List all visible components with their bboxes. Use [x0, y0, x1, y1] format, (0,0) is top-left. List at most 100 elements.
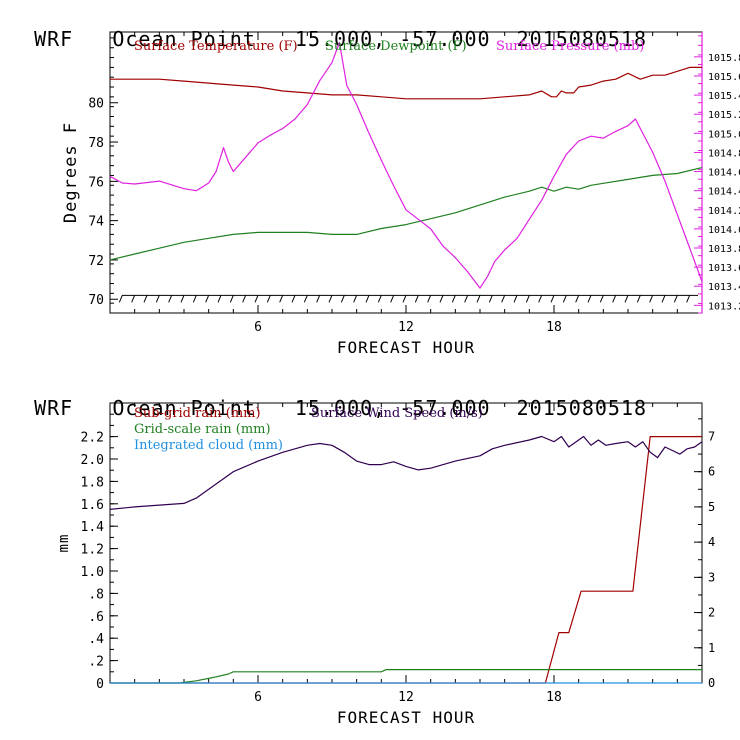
chart1-y2-tick-label: 1014.2 [708, 206, 740, 217]
chart1-wind-barb [464, 295, 469, 303]
chart1-wind-barb [402, 295, 407, 303]
chart1-legend-1: Surface Dewpoint (F) [325, 39, 467, 54]
chart2-y-tick-label: 1.4 [81, 520, 105, 535]
chart1-y-axis-title: Degrees F [61, 122, 81, 223]
chart2-title-coords: 15.000, -57.000 [294, 396, 491, 420]
chart2-y-tick-label: 2.0 [81, 453, 104, 468]
chart2-x-tick-label: 18 [546, 690, 562, 705]
chart2-title: WRF Ocean Point 15.000, -57.000 20150805… [8, 372, 647, 420]
chart1-y2-tick-label: 1015.0 [708, 129, 740, 140]
chart1-x-axis-title: FORECAST HOUR [337, 338, 475, 357]
chart2-series-0-line [110, 435, 702, 684]
chart1-wind-barb [118, 295, 123, 303]
chart1-wind-barb [562, 295, 567, 303]
chart1-wind-barb [513, 295, 518, 303]
chart1-title: WRF Ocean Point 15.000, -57.000 20150805… [8, 3, 647, 51]
chart1-wind-barb [661, 295, 666, 303]
chart2-y-tick-label: .8 [88, 587, 104, 602]
chart1-wind-barb [377, 295, 382, 303]
chart1-y-tick-label: 78 [88, 136, 104, 151]
chart1-y-tick-label: 74 [88, 215, 104, 230]
chart1-wind-barb [451, 295, 456, 303]
chart2-title-location: Ocean Point [112, 396, 256, 420]
chart1-wind-barb [353, 295, 358, 303]
chart1-legend-0: Surface Temperature (F) [134, 39, 298, 54]
chart1-wind-barb [476, 295, 481, 303]
chart1-y2-tick-label: 1014.6 [708, 168, 740, 179]
chart2-title-init: 2015080518 [516, 396, 648, 420]
chart1-y2-tick-label: 1015.6 [708, 72, 740, 83]
chart1-wind-barb [180, 295, 185, 303]
chart2-title-model: WRF [34, 396, 74, 420]
chart1-wind-barb [155, 295, 160, 303]
chart2-y-tick-label: 2.2 [81, 431, 104, 446]
chart2-y-tick-label: .6 [88, 610, 104, 625]
chart1-wind-barb [686, 295, 691, 303]
chart1-y-tick-label: 70 [88, 293, 104, 308]
chart1-x-tick-label: 6 [254, 320, 262, 335]
chart2-y-tick-label: 1.0 [81, 565, 104, 580]
chart2-legend-1: Grid-scale rain (mm) [134, 422, 271, 437]
chart1-svg: 6 12 18 FORECAST HOUR 70 72 74 76 78 80 Degrees F 1… [61, 31, 740, 357]
chart2-y2-tick-label: 0 [708, 676, 715, 690]
chart1-wind-barb [599, 295, 604, 303]
chart1-legend-2: Surface Pressure (mb) [496, 39, 644, 54]
chart2-y-tick-label: .2 [88, 655, 104, 670]
chart1-wind-barb [587, 295, 592, 303]
chart1-wind-barb [575, 295, 580, 303]
chart2-series-1-line [110, 669, 702, 684]
chart2-x-axis-title: FORECAST HOUR [337, 708, 475, 727]
chart2-y2-tick-label: 4 [708, 535, 715, 549]
chart1-wind-barb [316, 295, 321, 303]
chart2-y2-tick-label: 7 [708, 429, 715, 443]
chart2-y-tick-label: 1.8 [81, 475, 104, 490]
chart2-y2-tick-label: 6 [708, 465, 715, 479]
chart1-y2-tick-label: 1015.2 [708, 110, 740, 121]
chart1-wind-barb [168, 295, 173, 303]
chart2-y-tick-label: .4 [88, 632, 104, 647]
chart1-wind-barb [501, 295, 506, 303]
chart2-x-tick-label: 12 [398, 690, 414, 705]
chart1-wind-barb [131, 295, 136, 303]
chart2-x-tick-label: 6 [254, 690, 262, 705]
chart2-y-tick-label: 1.2 [81, 543, 104, 558]
chart1-series-1-line [109, 167, 703, 261]
chart1-wind-barb [365, 295, 370, 303]
chart1-y2-tick-label: 1013.8 [708, 244, 740, 255]
chart1-y2-tick-label: 1013.2 [708, 301, 740, 312]
chart1-wind-barb [279, 295, 284, 303]
chart1-wind-barb [612, 295, 617, 303]
chart2-y2-tick-label: 2 [708, 606, 715, 620]
chart1-wind-barb [550, 295, 555, 303]
chart1-wind-barb [414, 295, 419, 303]
chart1-wind-barb [673, 295, 678, 303]
chart1-wind-barb [143, 295, 148, 303]
chart2-y2-tick-label: 5 [708, 500, 715, 514]
chart1-wind-barb [390, 295, 395, 303]
chart2-legend-3: Surface Wind Speed (m/s) [311, 406, 483, 421]
chart1-title-location: Ocean Point [112, 27, 256, 51]
chart1-y2-tick-label: 1013.4 [708, 282, 740, 293]
chart1-wind-barb [205, 295, 210, 303]
chart1-x-tick-label: 18 [546, 320, 562, 335]
chart1-wind-barb [328, 295, 333, 303]
chart1-wind-barb [254, 295, 259, 303]
chart2-y-axis-title: mm [56, 534, 72, 553]
chart1-wind-barb [242, 295, 247, 303]
chart1-y2-tick-label: 1014.4 [708, 187, 740, 198]
chart1-y2-tick-label: 1014.0 [708, 225, 740, 236]
chart1-wind-barb [624, 295, 629, 303]
chart2-y2-tick-label: 1 [708, 641, 715, 655]
chart1-wind-barb [217, 295, 222, 303]
chart1-series-2-line [109, 41, 703, 289]
chart1-wind-barb [229, 295, 234, 303]
chart1-series-0-line [110, 66, 702, 100]
chart1-y2-tick-label: 1015.8 [708, 53, 740, 64]
chart1-wind-barb [636, 295, 641, 303]
chart1-wind-barb [538, 295, 543, 303]
chart2-y-tick-label: 1.6 [81, 498, 104, 513]
chart1-title-coords: 15.000, -57.000 [294, 27, 491, 51]
chart1-y-tick-label: 72 [88, 254, 104, 269]
chart1-title-init: 2015080518 [516, 27, 648, 51]
